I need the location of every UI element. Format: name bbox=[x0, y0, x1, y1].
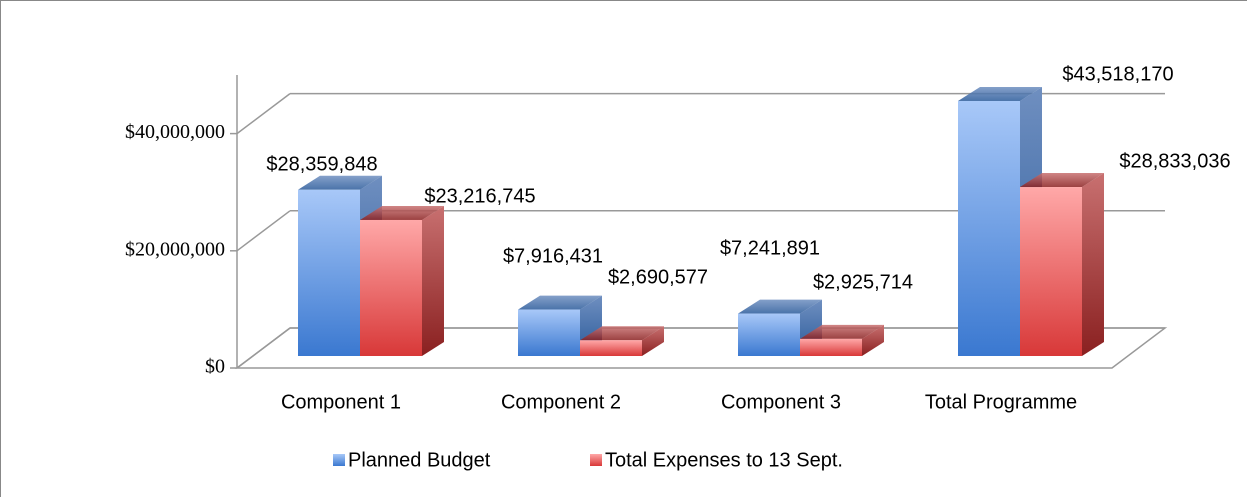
data-label: $43,518,170 bbox=[1062, 63, 1173, 85]
bar bbox=[1020, 187, 1082, 356]
data-label: $23,216,745 bbox=[424, 185, 535, 207]
data-label: $28,359,848 bbox=[266, 153, 377, 175]
x-tick-label: Component 3 bbox=[721, 391, 841, 413]
y-tick-label: $40,000,000 bbox=[125, 121, 225, 143]
data-label: $7,241,891 bbox=[720, 237, 820, 259]
grid-line bbox=[236, 93, 291, 135]
bar bbox=[738, 313, 800, 356]
data-label: $7,916,431 bbox=[503, 245, 603, 267]
bar bbox=[360, 219, 422, 356]
data-label: $2,925,714 bbox=[813, 271, 913, 293]
grid-line bbox=[236, 210, 291, 252]
bar-top bbox=[580, 326, 664, 341]
legend-swatch bbox=[590, 454, 602, 466]
x-tick-label: Total Programme bbox=[925, 391, 1077, 413]
bar bbox=[298, 189, 360, 356]
y-tick-label: $0 bbox=[205, 356, 225, 378]
bar bbox=[518, 309, 580, 356]
bar-side bbox=[1082, 173, 1104, 356]
grid-line bbox=[236, 327, 291, 369]
bar-side bbox=[422, 205, 444, 356]
legend-label: Total Expenses to 13 Sept. bbox=[605, 449, 843, 471]
x-tick-label: Component 1 bbox=[281, 391, 401, 413]
bar-top bbox=[360, 205, 444, 220]
bar-top bbox=[800, 324, 884, 339]
bar bbox=[580, 340, 642, 356]
legend-swatch bbox=[333, 454, 345, 466]
bar-top bbox=[298, 175, 382, 190]
bar-top bbox=[518, 295, 602, 310]
data-label: $28,833,036 bbox=[1119, 150, 1230, 172]
bar-top bbox=[738, 299, 822, 314]
bar-top bbox=[958, 86, 1042, 101]
bar bbox=[958, 100, 1020, 356]
bar-top bbox=[1020, 173, 1104, 188]
bar bbox=[800, 338, 862, 356]
x-tick-label: Component 2 bbox=[501, 391, 621, 413]
bar-side bbox=[862, 324, 884, 356]
y-tick-label: $20,000,000 bbox=[125, 238, 225, 260]
data-label: $2,690,577 bbox=[608, 266, 708, 288]
legend-label: Planned Budget bbox=[348, 449, 491, 471]
bar-side bbox=[642, 326, 664, 356]
